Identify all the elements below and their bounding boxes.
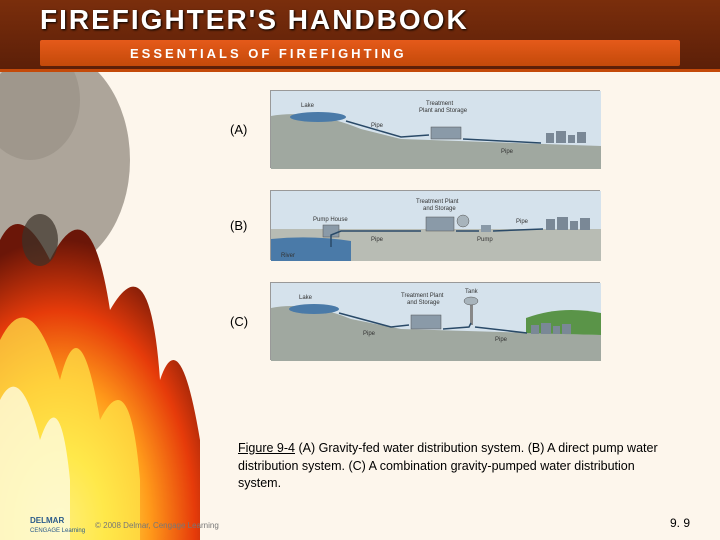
content-area: (A) Lake Pipe Treatment Plant and Storag… (230, 90, 700, 382)
figure-number: Figure 9-4 (238, 441, 295, 455)
label-lake-c: Lake (299, 295, 313, 301)
header-title: FIREFIGHTER'S HANDBOOK (40, 4, 469, 36)
label-pipe-c: Pipe (363, 331, 376, 337)
header-bar: FIREFIGHTER'S HANDBOOK ESSENTIALS OF FIR… (0, 0, 720, 72)
label-pump2-b: Pump (477, 237, 493, 243)
header-subtitle: ESSENTIALS OF FIREFIGHTING (130, 46, 407, 61)
label-pipe2-a: Pipe (501, 149, 514, 155)
panel-diagram-a: Lake Pipe Treatment Plant and Storage Pi… (270, 90, 600, 168)
label-pipe-a: Pipe (371, 123, 384, 129)
panel-row-b: (B) Pump House Pipe Treatment Plant and … (230, 190, 700, 260)
panel-label-a: (A) (230, 122, 270, 137)
panel-diagram-c: Lake Pipe Treatment Plant and Storage Ta… (270, 282, 600, 360)
caption-text: (A) Gravity-fed water distribution syste… (238, 441, 658, 490)
panel-label-b: (B) (230, 218, 270, 233)
panel-row-a: (A) Lake Pipe Treatment Plant and Storag… (230, 90, 700, 168)
header-subtitle-bar: ESSENTIALS OF FIREFIGHTING (40, 40, 680, 66)
panel-row-c: (C) Lake Pipe Treatment Plant and Storag… (230, 282, 700, 360)
footer: DELMARCENGAGE Learning © 2008 Delmar, Ce… (30, 516, 219, 534)
figure-caption: Figure 9-4 (A) Gravity-fed water distrib… (238, 440, 658, 493)
label-tank-c: Tank (465, 289, 479, 295)
label-pump-b: Pump House (313, 217, 348, 223)
panel-diagram-b: Pump House Pipe Treatment Plant and Stor… (270, 190, 600, 260)
page-number: 9. 9 (670, 516, 690, 530)
svg-text:Treatment Plant: Treatment Plant (416, 199, 459, 205)
label-river-b: River (281, 253, 295, 259)
svg-text:and Storage: and Storage (423, 206, 456, 212)
label-pipe2-c: Pipe (495, 337, 508, 343)
panel-label-c: (C) (230, 314, 270, 329)
svg-text:Treatment Plant: Treatment Plant (401, 293, 444, 299)
label-plant-a: Treatment (426, 101, 453, 107)
copyright: © 2008 Delmar, Cengage Learning (95, 521, 219, 530)
background-fire (0, 60, 220, 540)
label-lake-a: Lake (301, 103, 315, 109)
delmar-logo: DELMARCENGAGE Learning (30, 516, 85, 534)
label-pipe-b: Pipe (371, 237, 384, 243)
svg-text:Plant and Storage: Plant and Storage (419, 108, 468, 114)
svg-text:and Storage: and Storage (407, 300, 440, 306)
label-pipe2-b: Pipe (516, 219, 529, 225)
